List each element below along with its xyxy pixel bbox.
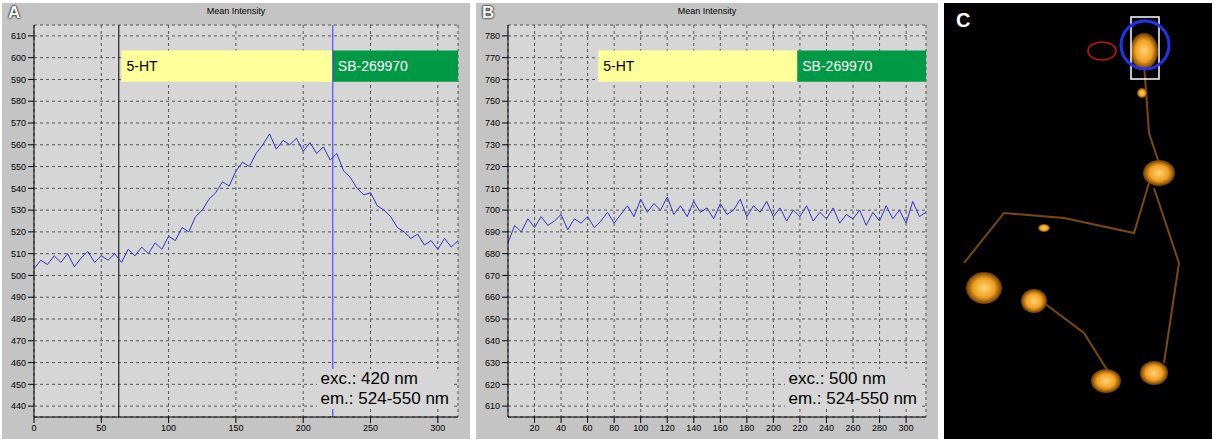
svg-text:470: 470 (11, 336, 26, 346)
html-text:exc.: 500 nm: exc.: 500 nm (788, 369, 886, 388)
svg-text:780: 780 (485, 31, 500, 41)
svg-text:5-HT: 5-HT (603, 58, 635, 74)
html-text:C: C (956, 9, 971, 31)
svg-text:60: 60 (583, 423, 593, 433)
svg-text:200: 200 (766, 423, 781, 433)
svg-text:240: 240 (819, 423, 834, 433)
svg-text:750: 750 (485, 96, 500, 106)
svg-text:600: 600 (11, 53, 26, 63)
svg-text:570: 570 (11, 118, 26, 128)
svg-text:490: 490 (11, 292, 26, 302)
svg-text:710: 710 (485, 184, 500, 194)
svg-text:670: 670 (485, 271, 500, 281)
svg-text:650: 650 (485, 314, 500, 324)
svg-text:100: 100 (161, 423, 176, 433)
html-text:Mean Intensity: Mean Intensity (677, 6, 737, 16)
svg-text:5-HT: 5-HT (126, 58, 158, 74)
svg-text:530: 530 (11, 205, 26, 215)
svg-text:220: 220 (792, 423, 807, 433)
html-text:em.: 524-550 nm: em.: 524-550 nm (788, 389, 917, 408)
svg-text:20: 20 (530, 423, 540, 433)
html-text:em.: 524-550 nm: em.: 524-550 nm (320, 389, 449, 408)
svg-text:300: 300 (899, 423, 914, 433)
html-text:B: B (482, 3, 495, 22)
svg-text:440: 440 (11, 401, 26, 411)
svg-text:80: 80 (609, 423, 619, 433)
svg-text:120: 120 (660, 423, 675, 433)
svg-text:770: 770 (485, 53, 500, 63)
svg-text:460: 460 (11, 358, 26, 368)
svg-text:730: 730 (485, 140, 500, 150)
svg-text:630: 630 (485, 358, 500, 368)
svg-text:580: 580 (11, 96, 26, 106)
svg-text:150: 150 (228, 423, 243, 433)
svg-text:250: 250 (363, 423, 378, 433)
svg-text:760: 760 (485, 75, 500, 85)
html-text:Mean Intensity: Mean Intensity (206, 6, 266, 16)
svg-text:280: 280 (872, 423, 887, 433)
svg-text:660: 660 (485, 292, 500, 302)
svg-text:640: 640 (485, 336, 500, 346)
svg-text:50: 50 (96, 423, 106, 433)
svg-text:520: 520 (11, 227, 26, 237)
svg-text:40: 40 (556, 423, 566, 433)
svg-text:SB-269970: SB-269970 (338, 58, 408, 74)
svg-text:510: 510 (11, 249, 26, 259)
svg-text:260: 260 (846, 423, 861, 433)
svg-text:100: 100 (633, 423, 648, 433)
svg-text:140: 140 (686, 423, 701, 433)
svg-text:610: 610 (485, 401, 500, 411)
svg-text:620: 620 (485, 380, 500, 390)
svg-text:300: 300 (430, 423, 445, 433)
svg-text:560: 560 (11, 140, 26, 150)
svg-text:740: 740 (485, 118, 500, 128)
svg-text:0: 0 (31, 423, 36, 433)
html-text:exc.: 420 nm: exc.: 420 nm (320, 369, 418, 388)
html-text:A: A (8, 3, 21, 22)
svg-text:SB-269970: SB-269970 (802, 58, 872, 74)
svg-text:680: 680 (485, 249, 500, 259)
svg-text:690: 690 (485, 227, 500, 237)
svg-text:160: 160 (713, 423, 728, 433)
svg-text:500: 500 (11, 271, 26, 281)
svg-text:180: 180 (739, 423, 754, 433)
svg-text:480: 480 (11, 314, 26, 324)
svg-text:610: 610 (11, 31, 26, 41)
svg-text:700: 700 (485, 205, 500, 215)
svg-text:540: 540 (11, 184, 26, 194)
svg-text:550: 550 (11, 162, 26, 172)
svg-text:720: 720 (485, 162, 500, 172)
svg-text:450: 450 (11, 380, 26, 390)
svg-text:590: 590 (11, 75, 26, 85)
svg-text:200: 200 (296, 423, 311, 433)
